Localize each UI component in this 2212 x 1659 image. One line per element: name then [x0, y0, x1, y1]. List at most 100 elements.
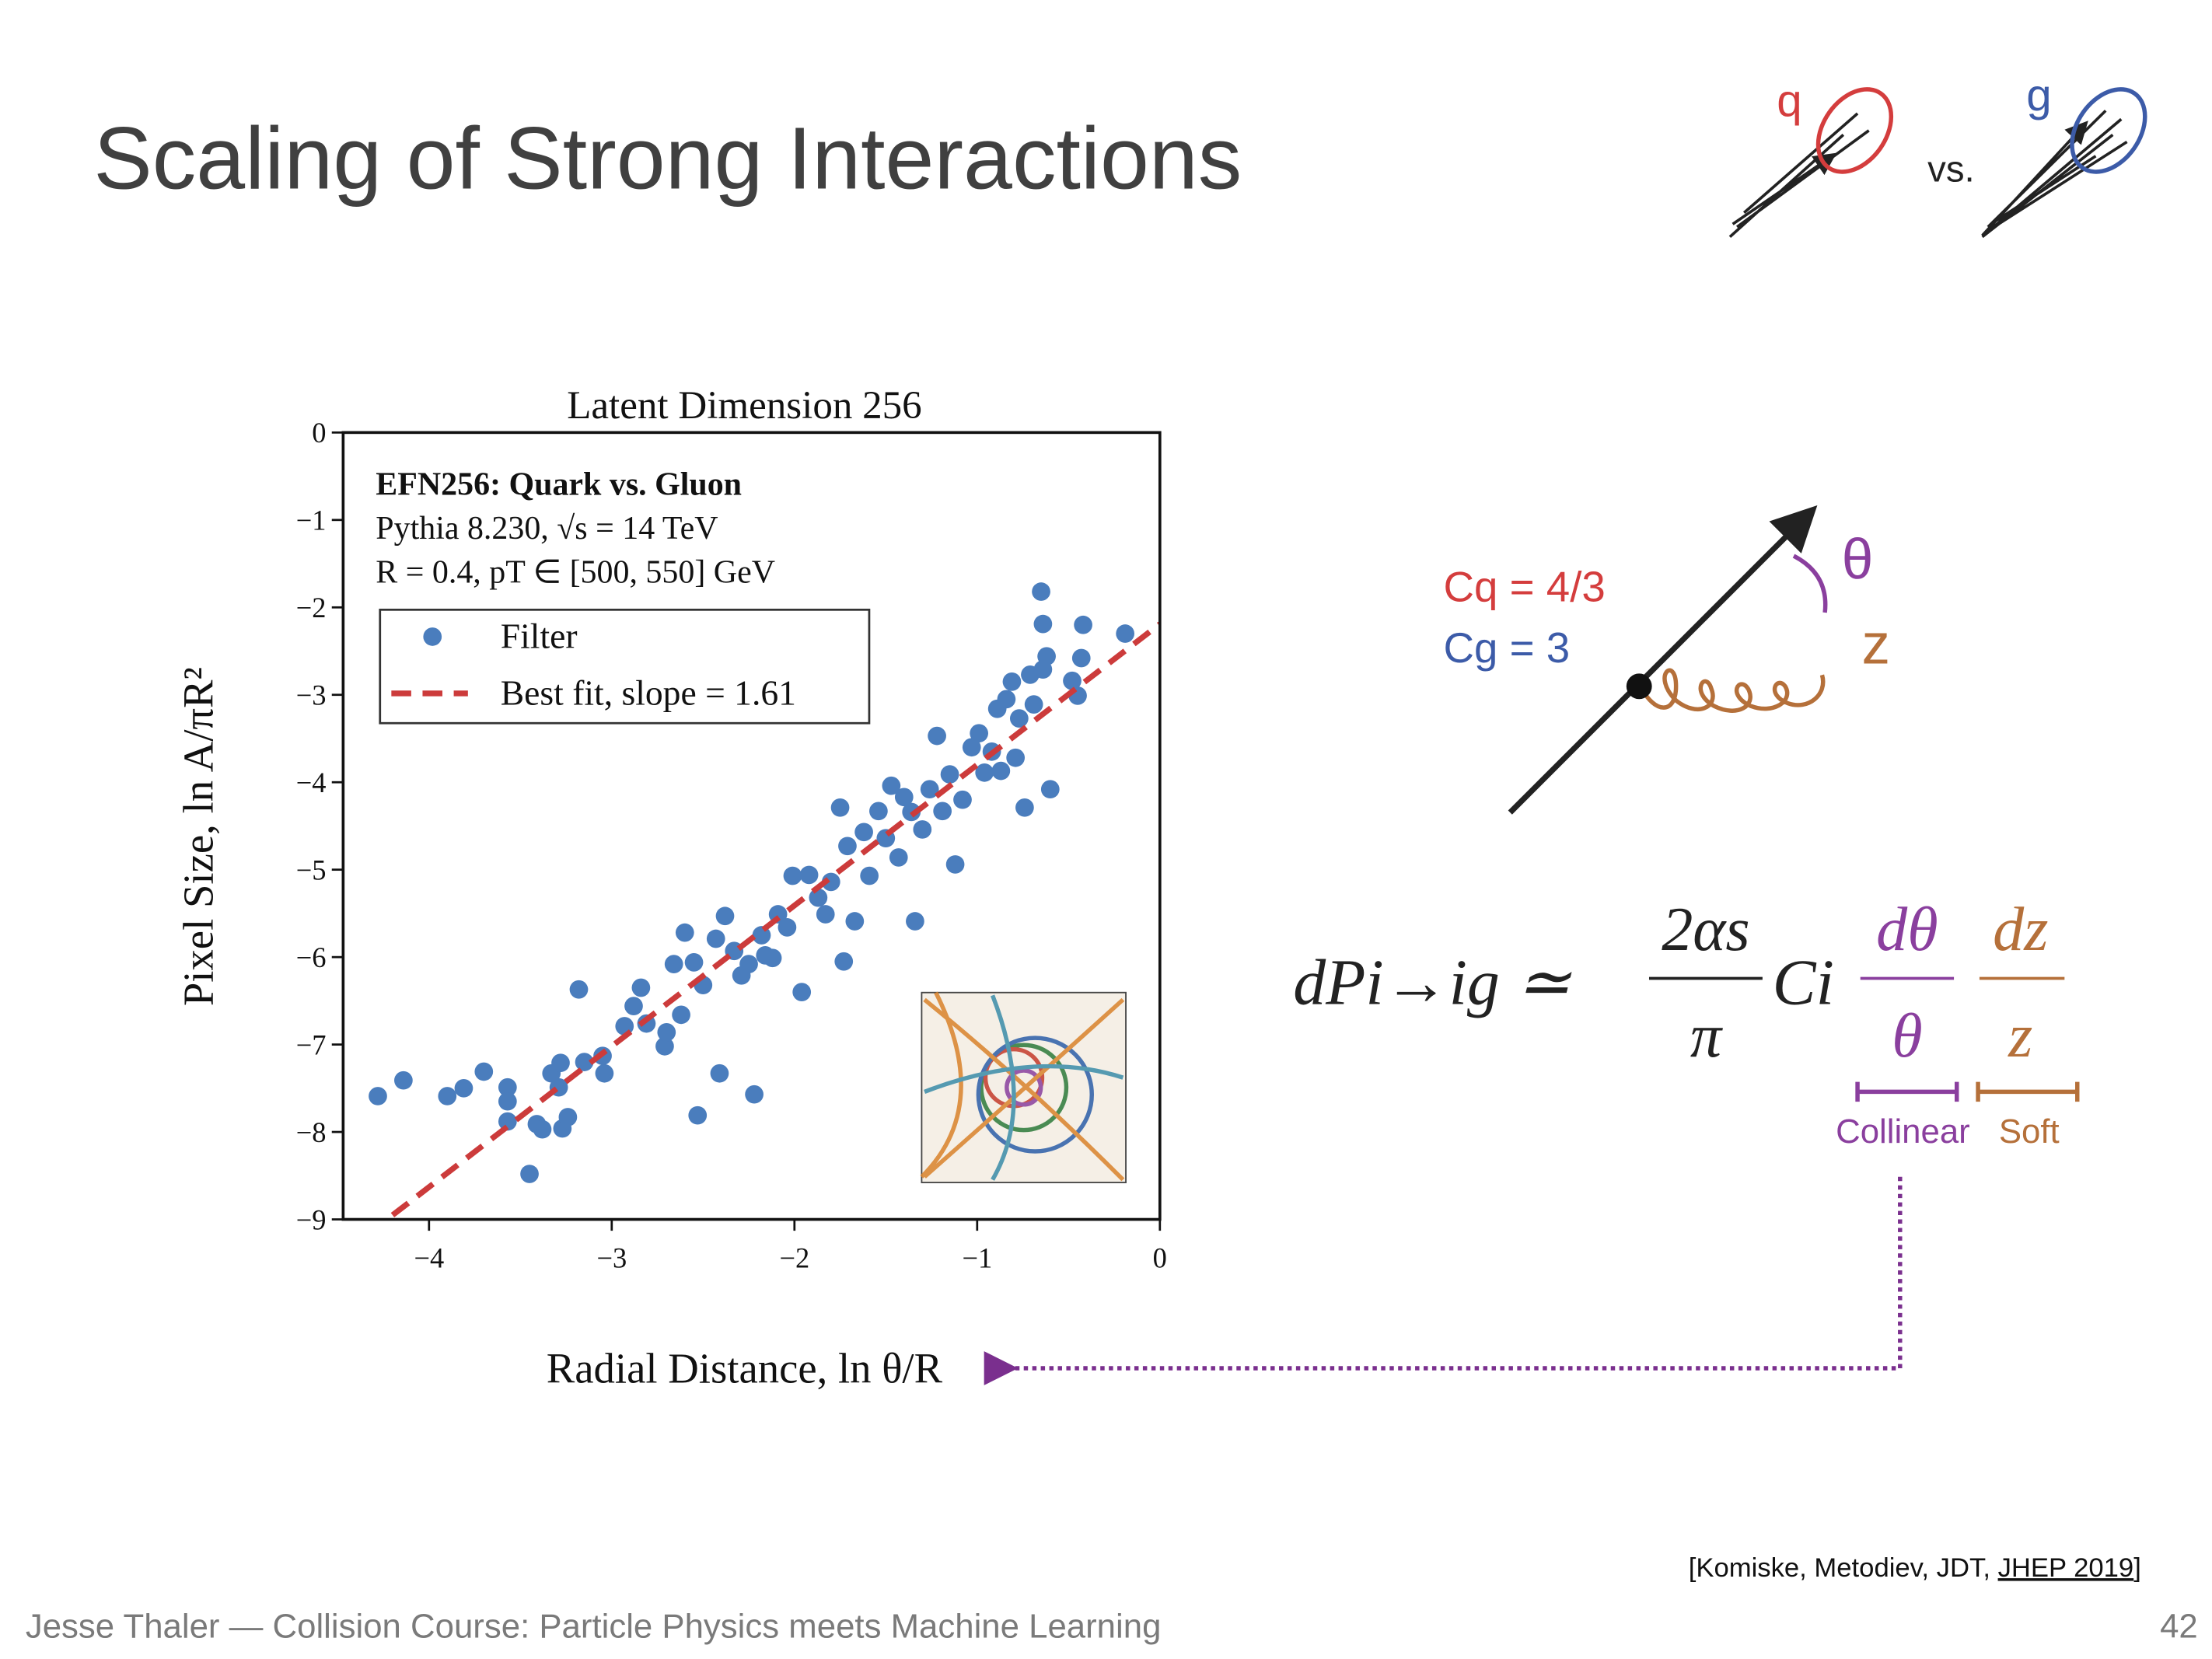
y-tick-label: −2 — [296, 592, 327, 623]
point — [454, 1078, 474, 1098]
point — [675, 923, 694, 942]
equation-term: π — [1690, 1001, 1724, 1070]
point — [838, 836, 857, 856]
point — [551, 1053, 570, 1073]
point — [1033, 614, 1053, 634]
y-tick-label: −4 — [296, 767, 327, 798]
point — [997, 690, 1016, 709]
point — [975, 763, 994, 782]
equation-term: Ci — [1773, 946, 1834, 1018]
z-label: z — [1862, 613, 1890, 676]
y-tick-label: −7 — [296, 1029, 327, 1060]
point — [710, 1064, 729, 1083]
dotted-arrow — [984, 1176, 1903, 1385]
legend-label: Best fit, slope = 1.61 — [501, 673, 796, 713]
point — [799, 865, 819, 885]
legend-marker — [423, 627, 442, 646]
y-tick-label: −6 — [296, 942, 327, 973]
y-tick-label: −9 — [296, 1204, 327, 1235]
cg-label: Cg = 3 — [1444, 623, 1571, 672]
point — [520, 1165, 539, 1183]
point — [1116, 624, 1135, 643]
versus-label: vs. — [1927, 149, 1975, 190]
point — [1015, 798, 1034, 817]
annotation: Pythia 8.230, √s = 14 TeV — [376, 511, 718, 547]
bracket — [1976, 1081, 2080, 1102]
point — [569, 980, 589, 999]
bracket — [1855, 1081, 1959, 1102]
point — [369, 1087, 387, 1105]
point — [1074, 615, 1092, 634]
point — [783, 866, 802, 885]
collinear-label: Collinear — [1836, 1112, 1970, 1151]
theta-label: θ — [1842, 528, 1874, 591]
equation-term: z — [2008, 1001, 2032, 1070]
point — [438, 1087, 457, 1105]
point — [672, 1005, 690, 1025]
point — [882, 776, 901, 795]
y-tick-label: −3 — [296, 680, 327, 711]
point — [745, 1084, 764, 1104]
y-axis-label: Pixel Size, ln A/πR² — [175, 667, 222, 1006]
point — [894, 788, 914, 807]
footer-text: Jesse Thaler — Collision Course: Particl… — [26, 1608, 1162, 1646]
point — [498, 1091, 517, 1111]
point — [869, 802, 888, 821]
equation-term: dz — [1993, 895, 2048, 964]
point — [1024, 695, 1043, 714]
point — [906, 912, 924, 931]
point — [1037, 647, 1056, 666]
point — [684, 953, 704, 972]
point — [940, 765, 959, 784]
point — [991, 761, 1011, 781]
point — [845, 912, 865, 931]
point — [1002, 672, 1022, 691]
point — [595, 1064, 614, 1083]
point — [631, 978, 651, 997]
point — [498, 1112, 517, 1131]
point — [970, 724, 989, 743]
y-tick-label: −1 — [296, 505, 327, 536]
y-tick-label: −8 — [296, 1117, 327, 1148]
point — [920, 780, 939, 799]
splitting-diagram — [1508, 505, 1828, 815]
x-tick-label: 0 — [1153, 1243, 1167, 1274]
gluon-label: g — [2026, 70, 2051, 120]
annotation: EFN256: Quark vs. Gluon — [376, 467, 742, 503]
point — [474, 1062, 494, 1081]
citation-link[interactable]: JHEP 2019 — [1998, 1553, 2134, 1583]
equation-term: dθ — [1876, 895, 1938, 964]
equation-lhs: dPi→ig ≃ — [1293, 946, 1572, 1018]
point — [657, 1022, 676, 1042]
point — [962, 738, 981, 757]
point — [860, 866, 879, 885]
point — [945, 855, 965, 874]
point — [1009, 709, 1029, 728]
point — [739, 955, 758, 973]
legend-label: Filter — [501, 616, 578, 656]
x-tick-label: −1 — [962, 1243, 992, 1274]
equation-term: 2αs — [1662, 895, 1749, 964]
citation-text: [Komiske, Metodiev, JDT, — [1689, 1553, 1998, 1583]
point — [624, 997, 643, 1015]
y-tick-label: −5 — [296, 854, 327, 885]
point — [498, 1077, 517, 1097]
point — [834, 952, 854, 971]
point — [533, 1119, 552, 1139]
x-tick-label: −3 — [596, 1243, 627, 1274]
point — [1063, 671, 1082, 690]
point — [1040, 780, 1060, 799]
soft-label: Soft — [1999, 1112, 2060, 1151]
jet-icons — [1728, 87, 2147, 239]
point — [913, 820, 932, 839]
point — [763, 948, 782, 968]
chart-title: Latent Dimension 256 — [567, 383, 922, 428]
point — [854, 823, 873, 842]
quark-label: q — [1777, 76, 1801, 127]
slide-title: Scaling of Strong Interactions — [93, 110, 1242, 208]
x-tick-label: −2 — [779, 1243, 809, 1274]
x-tick-label: −4 — [414, 1243, 444, 1274]
point — [715, 906, 735, 926]
cq-label: Cq = 4/3 — [1444, 562, 1606, 610]
